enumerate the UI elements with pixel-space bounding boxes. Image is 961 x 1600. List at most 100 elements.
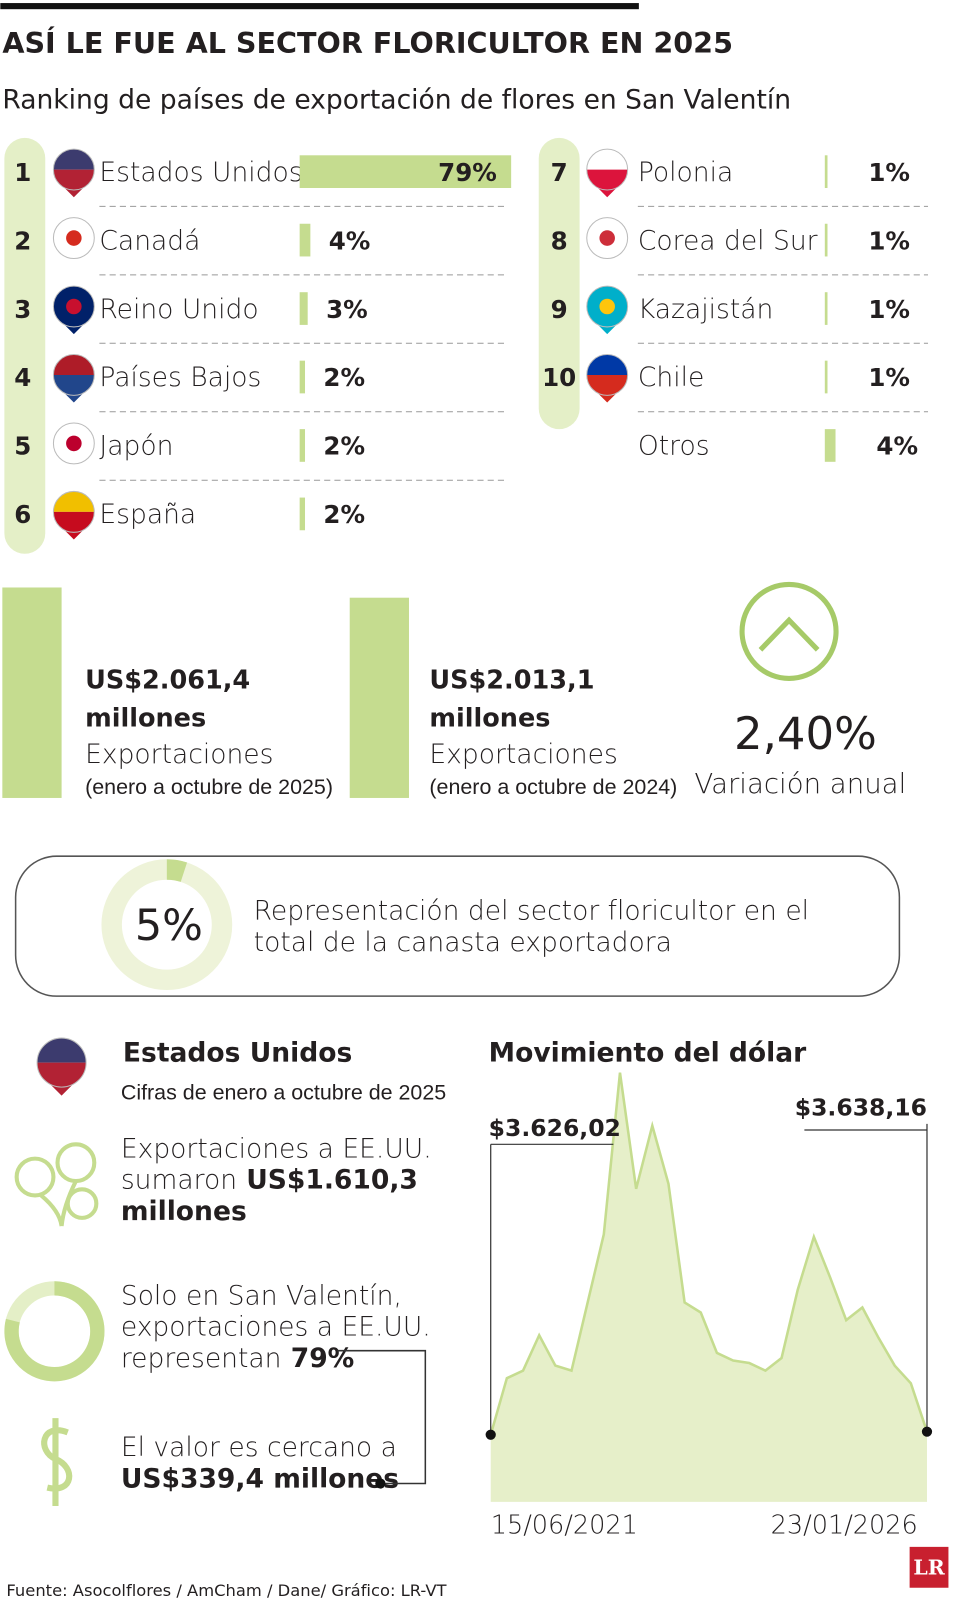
export-unit: millones [429, 703, 550, 733]
subtitle: Ranking de países de exportación de flor… [2, 84, 791, 115]
rank: 7 [551, 158, 568, 187]
usa-share: representan 79% [121, 1343, 354, 1374]
flag-pin [52, 354, 95, 396]
rank: 3 [14, 295, 31, 324]
usa-title: Estados Unidos [123, 1038, 352, 1069]
share-text: Representación del sector floricultor en… [254, 896, 809, 927]
flag-pin [36, 1037, 87, 1088]
flag-pin [586, 354, 629, 396]
usa-exports-amount: millones [121, 1196, 247, 1227]
point [921, 1426, 933, 1437]
value-label: $3.638,16 [795, 1094, 927, 1122]
country: España [99, 499, 196, 530]
bar [824, 360, 828, 394]
title: ASÍ LE FUE AL SECTOR FLORICULTOR EN 2025 [2, 26, 733, 60]
value-label: 1% [868, 363, 910, 392]
bar [299, 360, 306, 394]
flag-pin [53, 217, 95, 239]
up-icon [739, 581, 839, 681]
rank: 8 [551, 226, 568, 255]
flag-pin [53, 169, 95, 191]
up-chevron [758, 616, 820, 652]
export-amount: US$2.061,4 [85, 666, 250, 696]
flag-pin [52, 285, 95, 328]
rank-pill [4, 137, 46, 554]
point [485, 1429, 496, 1440]
flag-pin [586, 217, 628, 239]
bar [299, 429, 306, 462]
flag-pin [586, 374, 628, 396]
donut-arc [4, 1281, 105, 1382]
logo: LR [913, 1555, 945, 1579]
variation-label: Variación anual [694, 767, 906, 800]
flag-pin [586, 306, 628, 327]
usa-value: El valor es cercano a [121, 1432, 397, 1463]
value-label: 1% [868, 226, 910, 255]
x-tick-label: 15/06/2021 [491, 1511, 638, 1541]
bar [824, 223, 828, 257]
rank: 10 [542, 363, 576, 392]
bar [299, 223, 311, 257]
flag-pin [53, 511, 95, 533]
flag-pin [599, 230, 615, 246]
source: Fuente: Asocolflores / AmCham / Dane/ Gr… [6, 1581, 447, 1600]
usa-share: representan [121, 1343, 282, 1374]
rank: 9 [551, 295, 568, 324]
rank: 5 [14, 432, 31, 461]
usa-exports: sumaron US$1.610,3 [121, 1164, 418, 1195]
share-box [14, 855, 901, 997]
rank: 1 [14, 158, 31, 187]
share-text: total de la canasta exportadora [254, 927, 672, 958]
value-label: 1% [868, 295, 910, 324]
country: Kazajistán [638, 294, 773, 325]
export-period: (enero a octubre de 2024) [429, 775, 677, 799]
export-amount: US$2.013,1 [429, 666, 594, 696]
bar [824, 429, 836, 462]
flag-pin [53, 306, 95, 327]
export-label: Exportaciones [85, 739, 273, 770]
flower-icon [14, 1142, 99, 1227]
usa-subtitle: Cifras de enero a octubre de 2025 [121, 1080, 446, 1104]
country: Corea del Sur [638, 225, 818, 256]
usa-share: exportaciones a EE.UU. [121, 1311, 431, 1342]
flag-pin [53, 354, 95, 375]
connector-dot [375, 1478, 386, 1489]
rank: 6 [14, 500, 31, 529]
flag-pin [53, 491, 95, 512]
stat-bar [2, 587, 62, 798]
top-rule [0, 3, 639, 10]
flag-pin [53, 422, 95, 444]
country: Otros [638, 431, 710, 462]
bar [824, 155, 828, 188]
export-label: Exportaciones [429, 739, 617, 770]
value-label: 1% [868, 158, 910, 187]
flag-pin [53, 149, 95, 170]
value-label: $3.626,02 [489, 1114, 621, 1142]
rank: 2 [14, 226, 31, 255]
dollar-icon [41, 1418, 73, 1507]
flag-pin [599, 298, 615, 315]
area [490, 1072, 927, 1502]
flag-pin [66, 435, 82, 452]
usa-exports: Exportaciones a EE.UU. [121, 1134, 432, 1165]
flag-pin [37, 1062, 87, 1088]
flag-pin [52, 490, 95, 533]
country: Japón [99, 431, 173, 462]
flag-pin [586, 238, 628, 259]
flag-pin [53, 286, 95, 307]
flag-pin [586, 286, 628, 307]
export-period: (enero a octubre de 2025) [85, 775, 333, 799]
flag-pin [66, 298, 82, 315]
country: Estados Unidos [99, 157, 302, 188]
flag-pin [586, 217, 629, 260]
bar [299, 292, 308, 325]
value-label: 4% [329, 226, 371, 255]
usa-exports-amount: US$1.610,3 [246, 1164, 418, 1195]
flag-pin [52, 217, 95, 260]
flag-pin [586, 169, 628, 191]
flag-pin [586, 354, 628, 375]
value-label: 79% [438, 158, 497, 187]
x-tick-label: 23/01/2026 [771, 1511, 918, 1541]
